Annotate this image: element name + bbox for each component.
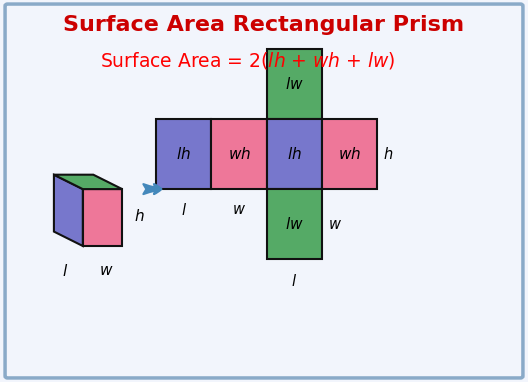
- Text: $\it{h}$: $\it{h}$: [383, 146, 393, 162]
- Bar: [267, 189, 322, 259]
- FancyBboxPatch shape: [5, 4, 523, 378]
- Text: $\mathit{lh}$: $\mathit{lh}$: [287, 146, 301, 162]
- Text: $\it{l}$: $\it{l}$: [62, 263, 69, 279]
- Text: $\it{w}$: $\it{w}$: [232, 202, 246, 217]
- Text: $\mathit{lh}$: $\mathit{lh}$: [176, 146, 191, 162]
- Polygon shape: [54, 175, 83, 246]
- Text: $\it{l}$: $\it{l}$: [291, 272, 297, 288]
- Bar: [322, 119, 377, 189]
- Text: Surface Area Rectangular Prism: Surface Area Rectangular Prism: [63, 15, 465, 35]
- Text: $\mathit{wh}$: $\mathit{wh}$: [338, 146, 361, 162]
- Text: $\mathit{lw}$: $\mathit{lw}$: [285, 216, 304, 232]
- Text: Surface Area = 2($\it{lh}$ + $\it{wh}$ + $\it{lw}$): Surface Area = 2($\it{lh}$ + $\it{wh}$ +…: [100, 50, 396, 71]
- Bar: [267, 49, 322, 119]
- Bar: [267, 119, 322, 189]
- Bar: [156, 119, 212, 189]
- Text: $\it{h}$: $\it{h}$: [134, 208, 144, 223]
- Bar: [212, 119, 267, 189]
- Text: $\it{w}$: $\it{w}$: [328, 217, 342, 231]
- Text: $\mathit{lw}$: $\mathit{lw}$: [285, 76, 304, 92]
- Polygon shape: [83, 189, 122, 246]
- Polygon shape: [54, 175, 122, 189]
- Text: $\mathit{wh}$: $\mathit{wh}$: [228, 146, 251, 162]
- Text: $\it{w}$: $\it{w}$: [99, 263, 114, 278]
- Text: $\it{l}$: $\it{l}$: [181, 202, 187, 219]
